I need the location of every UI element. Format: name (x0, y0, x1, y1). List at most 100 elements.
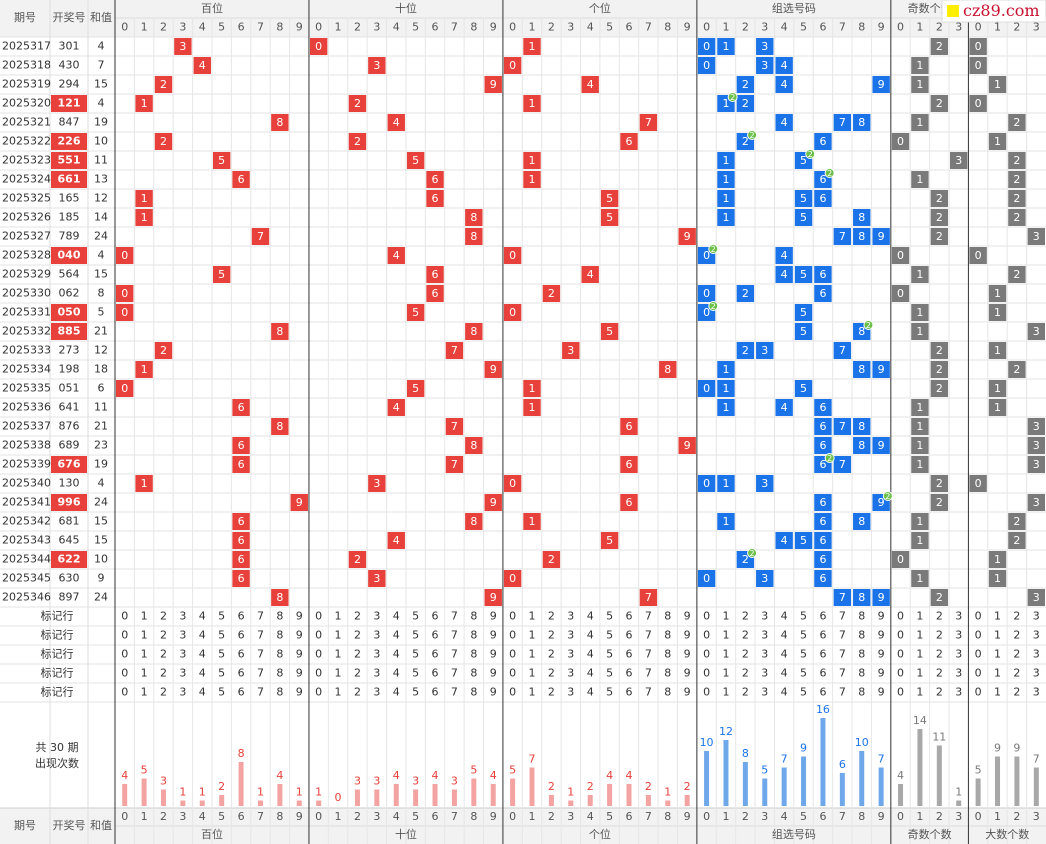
pair-badge (824, 453, 835, 463)
group-cell-text: 2 (742, 344, 749, 357)
group-title: 奇数个数 (908, 2, 952, 15)
big-count-cell-text: 1 (994, 553, 1001, 566)
position-cell (387, 247, 405, 264)
draw-number: 885 (58, 325, 81, 338)
marker-digit: 3 (373, 667, 380, 680)
group-cell-text: 6 (819, 572, 826, 585)
big-count-cell (1027, 418, 1045, 435)
position-cell-text: 6 (238, 439, 245, 452)
pair-badge-text: 2 (750, 549, 755, 558)
marker-digit: 0 (703, 610, 710, 623)
marker-digit: 6 (432, 667, 439, 680)
column-digit: 1 (994, 21, 1001, 34)
pair-badge-text: 2 (730, 93, 735, 102)
column-digit: 7 (839, 810, 846, 823)
group-cell (736, 76, 755, 93)
count-label: 4 (490, 769, 497, 782)
issue: 2025321 (2, 116, 51, 129)
position-cell-text: 6 (432, 287, 439, 300)
group-cell (833, 589, 852, 606)
marker-label: 标记行 (41, 609, 74, 623)
group-cell (814, 551, 832, 568)
group-cell-text: 6 (819, 268, 826, 281)
footer-label: 和值 (90, 819, 112, 832)
position-cell-text: 8 (276, 116, 283, 129)
position-cell-text: 2 (160, 78, 167, 91)
column-digit: 3 (1033, 21, 1040, 34)
column-digit: 6 (432, 810, 439, 823)
position-cell (503, 304, 522, 321)
position-cell (232, 551, 250, 568)
position-cell-text: 6 (625, 458, 632, 471)
count-label: 4 (276, 769, 283, 782)
position-cell-text: 2 (160, 135, 167, 148)
marker-digit: 9 (490, 610, 497, 623)
draw-number: 062 (59, 287, 80, 300)
odd-count-cell-text: 2 (936, 382, 943, 395)
position-cell (116, 285, 134, 302)
marker-digit: 7 (645, 667, 652, 680)
marker-digit: 2 (354, 667, 361, 680)
group-title: 个位 (589, 827, 611, 841)
number-highlight (51, 304, 87, 321)
count-bar (122, 784, 128, 806)
big-count-cell (1027, 437, 1045, 454)
marker-digit: 1 (529, 667, 536, 680)
position-cell (406, 380, 425, 397)
odd-count-cell (891, 285, 910, 302)
marker-digit: 2 (354, 629, 361, 642)
draw-number: 185 (59, 211, 80, 224)
count-label: 1 (664, 786, 671, 799)
group-cell-text: 4 (781, 268, 788, 281)
big-count-cell-text: 0 (975, 59, 982, 72)
marker-digit: 2 (354, 686, 361, 699)
marker-digit: 7 (839, 648, 846, 661)
marker-digit: 9 (490, 629, 497, 642)
count-bar (1033, 767, 1039, 806)
sum: 4 (98, 40, 105, 53)
column-digit: 9 (684, 21, 691, 34)
group-cell-text: 6 (819, 534, 826, 547)
marker-digit: 4 (587, 648, 594, 661)
group-cell (717, 209, 735, 226)
marker-digit: 0 (897, 667, 904, 680)
sum: 5 (98, 306, 105, 319)
marker-digit: 8 (470, 667, 477, 680)
group-cell-text: 1 (722, 515, 729, 528)
marker-digit: 2 (160, 610, 167, 623)
group-title: 百位 (201, 827, 223, 841)
group-cell (872, 437, 890, 454)
sum: 7 (98, 59, 105, 72)
marker-digit: 9 (296, 629, 303, 642)
column-digit: 2 (1013, 21, 1020, 34)
group-title: 十位 (395, 827, 417, 841)
count-label: 3 (412, 775, 419, 788)
position-cell (387, 114, 405, 131)
odd-count-cell-text: 1 (916, 534, 923, 547)
big-count-cell (988, 380, 1007, 397)
marker-digit: 9 (684, 686, 691, 699)
marker-digit: 3 (179, 686, 186, 699)
column-digit: 4 (587, 21, 594, 34)
pair-badge (747, 548, 758, 558)
group-cell (717, 190, 735, 207)
position-cell-text: 4 (587, 78, 594, 91)
marker-label: 标记行 (41, 685, 74, 699)
marker-digit: 0 (509, 629, 516, 642)
marker-digit: 4 (199, 629, 206, 642)
group-cell-text: 7 (839, 116, 846, 129)
sum: 24 (94, 591, 108, 604)
position-cell-text: 1 (529, 401, 536, 414)
odd-count-cell (911, 513, 929, 530)
pair-badge (824, 168, 835, 178)
group-cell-text: 8 (858, 363, 865, 376)
big-count-cell (988, 133, 1007, 150)
group-title: 大数个数 (985, 827, 1029, 841)
position-cell (523, 38, 541, 55)
count-label: 7 (529, 753, 536, 766)
column-digit: 5 (606, 21, 613, 34)
marker-digit: 1 (335, 648, 342, 661)
count-bar (510, 778, 516, 806)
group-cell (775, 399, 793, 416)
number-highlight (51, 133, 87, 150)
